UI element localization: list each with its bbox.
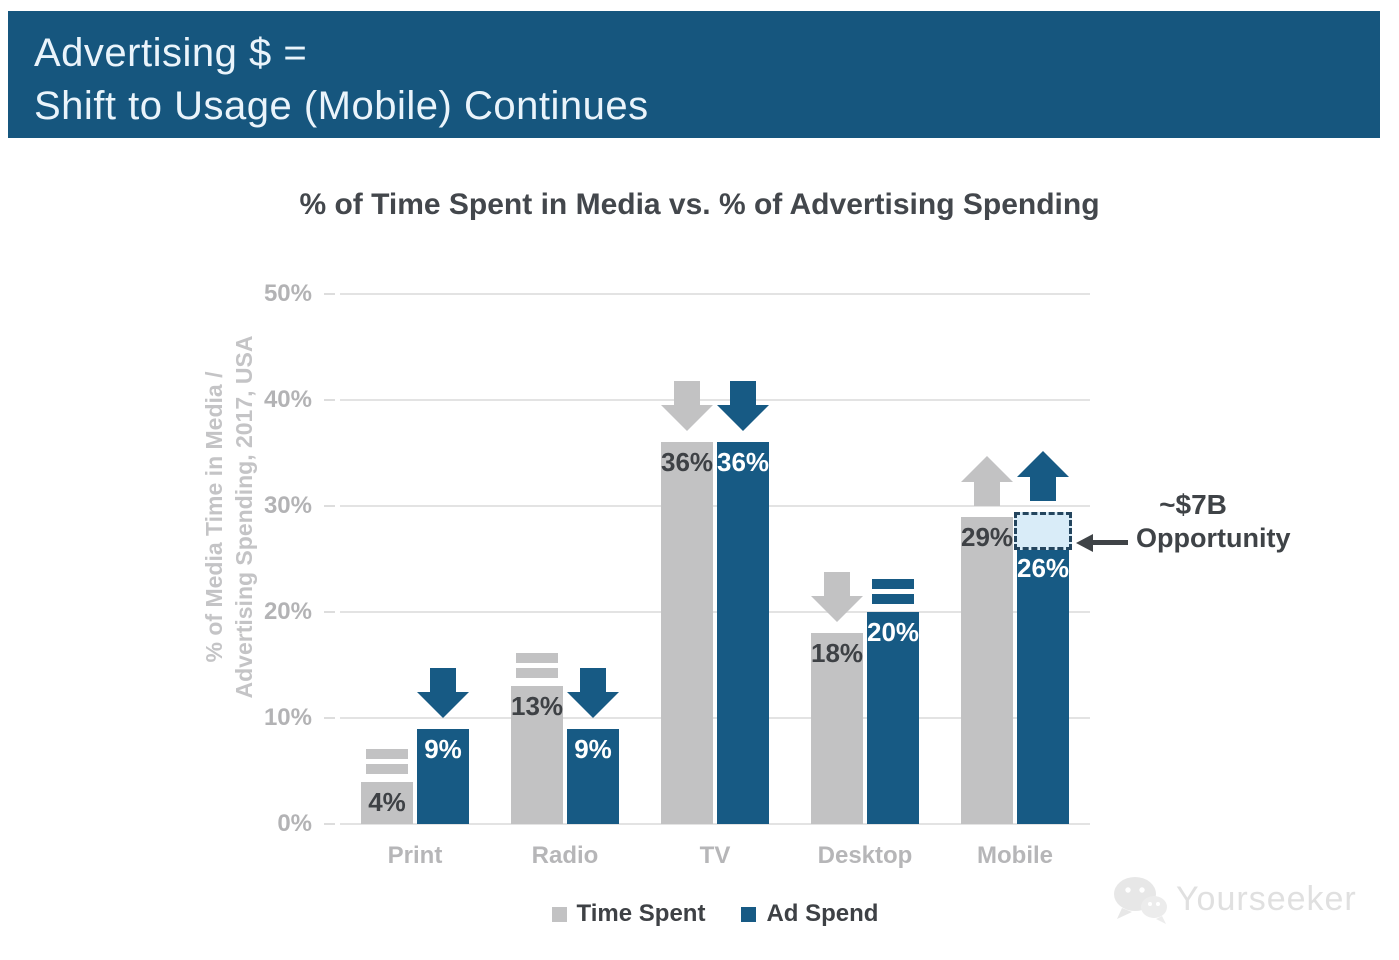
legend-label: Time Spent [576,900,706,927]
gridline [340,717,1090,719]
gridline [340,505,1090,507]
gridline [340,823,1090,825]
trend-flat-icon [366,748,408,774]
trend-flat [516,653,558,683]
annotation-value: ~$7B [1159,489,1227,520]
bar-time-spent: 29% [961,516,1014,824]
bar-ad-spend: 36% [717,442,769,824]
y-tick-mark [324,717,335,719]
bar-ad-spend: 9% [567,728,619,824]
category-label: Print [387,842,443,869]
trend-down-icon [661,381,713,432]
chat-bubbles-icon [1114,877,1167,924]
trend-down [661,381,713,436]
y-tick-label: 10% [263,704,312,731]
y-tick-mark [324,293,335,295]
y-tick-label: 30% [263,492,312,519]
annotation-arrow-shaft [1092,540,1128,545]
y-tick-mark [324,505,335,507]
y-tick-mark [324,611,335,613]
bar-value-label: 20% [867,617,920,647]
bar-value-label: 9% [574,733,612,764]
bar-value-label: 18% [811,638,864,669]
y-tick-label: 50% [263,280,312,307]
bar-time-spent: 4% [361,781,413,824]
bar-value-label: 29% [961,521,1014,552]
legend-item: Ad Spend [741,900,878,928]
y-tick-label: 0% [277,810,312,837]
trend-down [417,667,469,723]
category-label: TV [699,842,731,869]
category-label: Mobile [977,842,1053,869]
trend-up-icon [1017,451,1069,502]
gridline [340,293,1090,295]
trend-down-icon [417,667,469,718]
bar-ad-spend: 26% [1017,548,1069,824]
trend-up [961,455,1013,511]
trend-down [811,572,863,627]
annotation-label: Opportunity [1136,523,1291,553]
trend-flat-icon [516,653,558,679]
legend-label: Ad Spend [766,900,879,927]
opportunity-box [1014,512,1072,551]
category-label: Radio [531,842,599,869]
gridline [340,399,1090,401]
bar-time-spent: 18% [811,633,863,824]
chart-title: % of Time Spent in Media vs. % of Advert… [299,188,1100,221]
legend-swatch-blue [741,906,757,922]
trend-flat-icon [872,579,914,604]
bar-value-label: 9% [424,733,462,764]
bar-ad-spend: 20% [867,612,919,824]
trend-flat [366,748,408,779]
bar-value-label: 13% [511,691,564,722]
trend-down-icon [567,667,619,718]
trend-flat [872,579,914,609]
annotation-arrow-head-icon [1076,534,1093,552]
watermark-text: Yourseeker [1176,879,1357,918]
legend-swatch-gray [551,906,567,922]
watermark: Yourseeker [1112,874,1357,924]
plot-area: 0% 10% 20% 30% 40% 50% Print 4% 9% Radio 13% 9% TV 36… [264,280,1090,869]
legend-item: Time Spent [551,900,706,928]
bar-value-label: 26% [1017,553,1070,584]
header-banner: Advertising $ = Shift to Usage (Mobile) … [8,11,1380,138]
trend-down-icon [811,572,863,623]
bar-time-spent: 36% [661,442,713,824]
trend-up [1017,451,1069,506]
bar-value-label: 4% [368,786,406,817]
banner-title-line1: Advertising $ = [34,31,308,75]
bar-value-label: 36% [661,447,714,478]
y-tick-mark [324,823,335,825]
y-tick-label: 40% [263,386,312,413]
bar-ad-spend: 9% [417,728,469,824]
y-tick-label: 20% [263,598,312,625]
gridline [340,611,1090,613]
banner-title-line2: Shift to Usage (Mobile) Continues [34,83,649,128]
category-label: Desktop [817,842,913,869]
trend-down [717,381,769,436]
trend-up-icon [961,455,1013,506]
legend: Time Spent Ad Spend [340,900,1090,928]
bar-value-label: 36% [717,447,770,478]
trend-down-icon [717,381,769,432]
trend-down [567,667,619,723]
y-tick-mark [324,399,335,401]
bar-time-spent: 13% [511,686,563,824]
